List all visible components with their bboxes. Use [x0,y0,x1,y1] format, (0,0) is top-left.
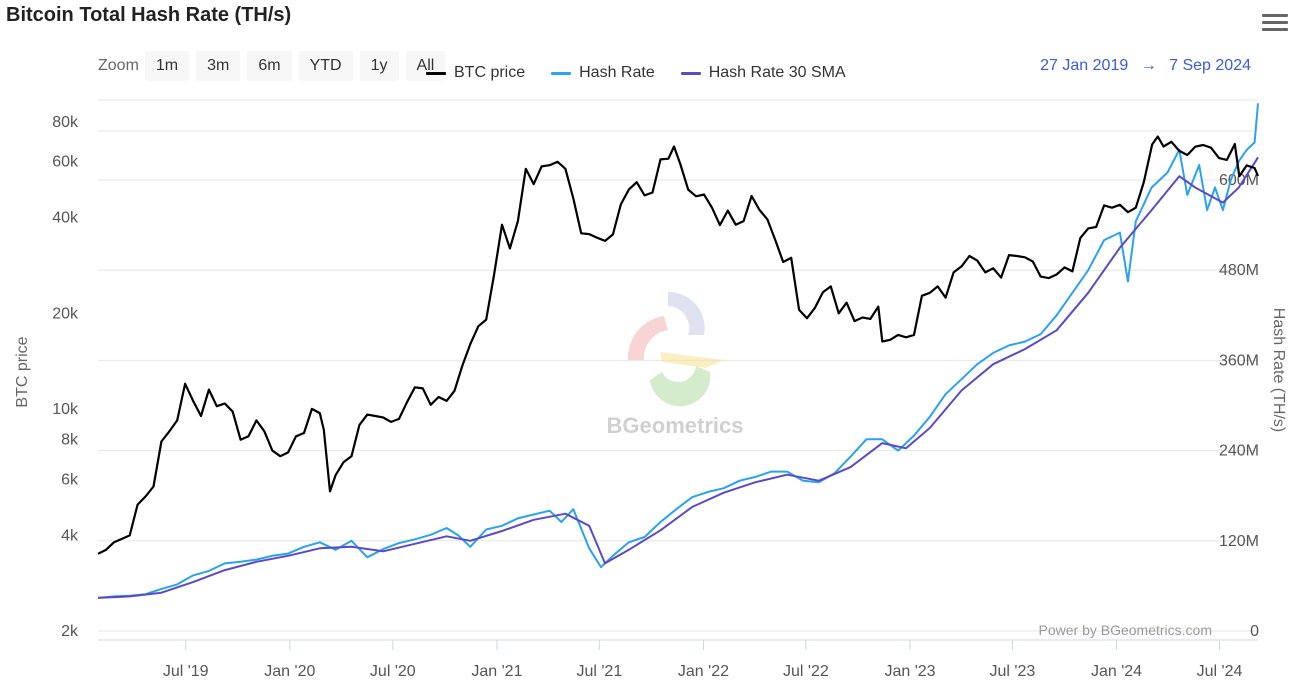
y-axis-left: 2k 4k 6k 8k 10k 20k 40k 60k 80k [52,114,79,640]
range-from-input[interactable]: 27 Jan 2019 [1040,57,1129,74]
x-axis: Jul '19 Jan '20 Jul '20 Jan '21 Jul '21 Jan '… [163,640,1243,680]
legend-swatch [680,71,701,75]
zoom-1m-button[interactable]: 1m [144,51,190,81]
zoom-3m-button[interactable]: 3m [196,51,241,81]
hamburger-menu-icon[interactable] [1262,14,1288,36]
range-to-input[interactable]: 7 Sep 2024 [1169,57,1251,74]
legend-swatch [426,71,446,75]
legend-item-hash-rate-sma[interactable]: Hash Rate 30 SMA [680,64,846,82]
x-tick-label: Jul '20 [370,663,416,680]
y-left-tick-label: 20k [52,305,79,322]
y-left-tick-label: 60k [52,154,79,171]
y-left-tick-label: 10k [52,401,79,418]
zoom-6m-button[interactable]: 6m [247,51,292,81]
x-tick-label: Jul '22 [783,663,829,680]
date-range: 27 Jan 2019 → 7 Sep 2024 [1036,57,1255,75]
y-axis-left-title: BTC price [14,336,31,407]
y-left-tick-label: 6k [61,471,79,488]
x-tick-label: Jul '24 [1197,663,1243,680]
zoom-all-button[interactable]: All [405,51,446,81]
legend-item-btc-price[interactable]: BTC price [426,64,525,82]
y-right-tick-label: 480M [1219,262,1259,279]
zoom-1y-button[interactable]: 1y [359,51,399,81]
y-left-tick-label: 4k [61,527,79,544]
legend-item-hash-rate[interactable]: Hash Rate [551,64,655,82]
y-right-tick-label: 240M [1219,443,1259,460]
credit-link[interactable]: Power by BGeometrics.com [1039,622,1213,638]
x-tick-label: Jul '19 [163,663,209,680]
x-tick-label: Jul '23 [990,663,1036,680]
series-line-hash-rate-30-sma [97,156,1259,599]
watermark: BGeometrics [607,291,744,438]
watermark-shape [668,291,705,335]
y-right-tick-label: 360M [1219,352,1259,369]
x-tick-label: Jan '23 [884,663,935,680]
x-tick-label: Jul '21 [576,663,622,680]
series-line-hash-rate [97,103,1259,599]
menu-line [1262,28,1288,31]
zoom-label: Zoom [98,57,139,74]
watermark-shape [660,352,724,368]
y-left-tick-label: 80k [52,114,79,131]
y-left-tick-label: 2k [61,623,79,640]
legend-label: Hash Rate [579,64,655,81]
x-tick-label: Jan '22 [678,663,729,680]
legend-swatch [551,71,572,75]
y-left-tick-label: 40k [52,210,79,227]
x-tick-label: Jan '21 [471,663,522,680]
chart-title: Bitcoin Total Hash Rate (TH/s) [6,4,292,26]
legend-label: Hash Rate 30 SMA [708,64,846,81]
zoom-ytd-button[interactable]: YTD [298,51,353,81]
watermark-shape [627,316,668,360]
y-axis-right-title: Hash Rate (TH/s) [1270,308,1287,432]
watermark-shape [650,366,711,407]
legend: BTC price Hash Rate Hash Rate 30 SMA [426,64,872,82]
range-arrow: → [1140,57,1157,74]
menu-line [1262,21,1288,24]
y-left-tick-label: 8k [61,432,79,449]
y-right-tick-label: 120M [1219,533,1259,550]
series-group [97,103,1260,599]
series-line-btc-price [97,135,1260,555]
menu-line [1262,14,1288,17]
x-tick-label: Jan '20 [264,663,315,680]
zoom-bar: Zoom 1m 3m 6m YTD 1y All [98,51,452,81]
y-right-tick-label: 0 [1250,623,1259,640]
legend-label: BTC price [454,64,526,81]
x-tick-label: Jan '24 [1091,663,1142,680]
watermark-text: BGeometrics [607,413,744,438]
